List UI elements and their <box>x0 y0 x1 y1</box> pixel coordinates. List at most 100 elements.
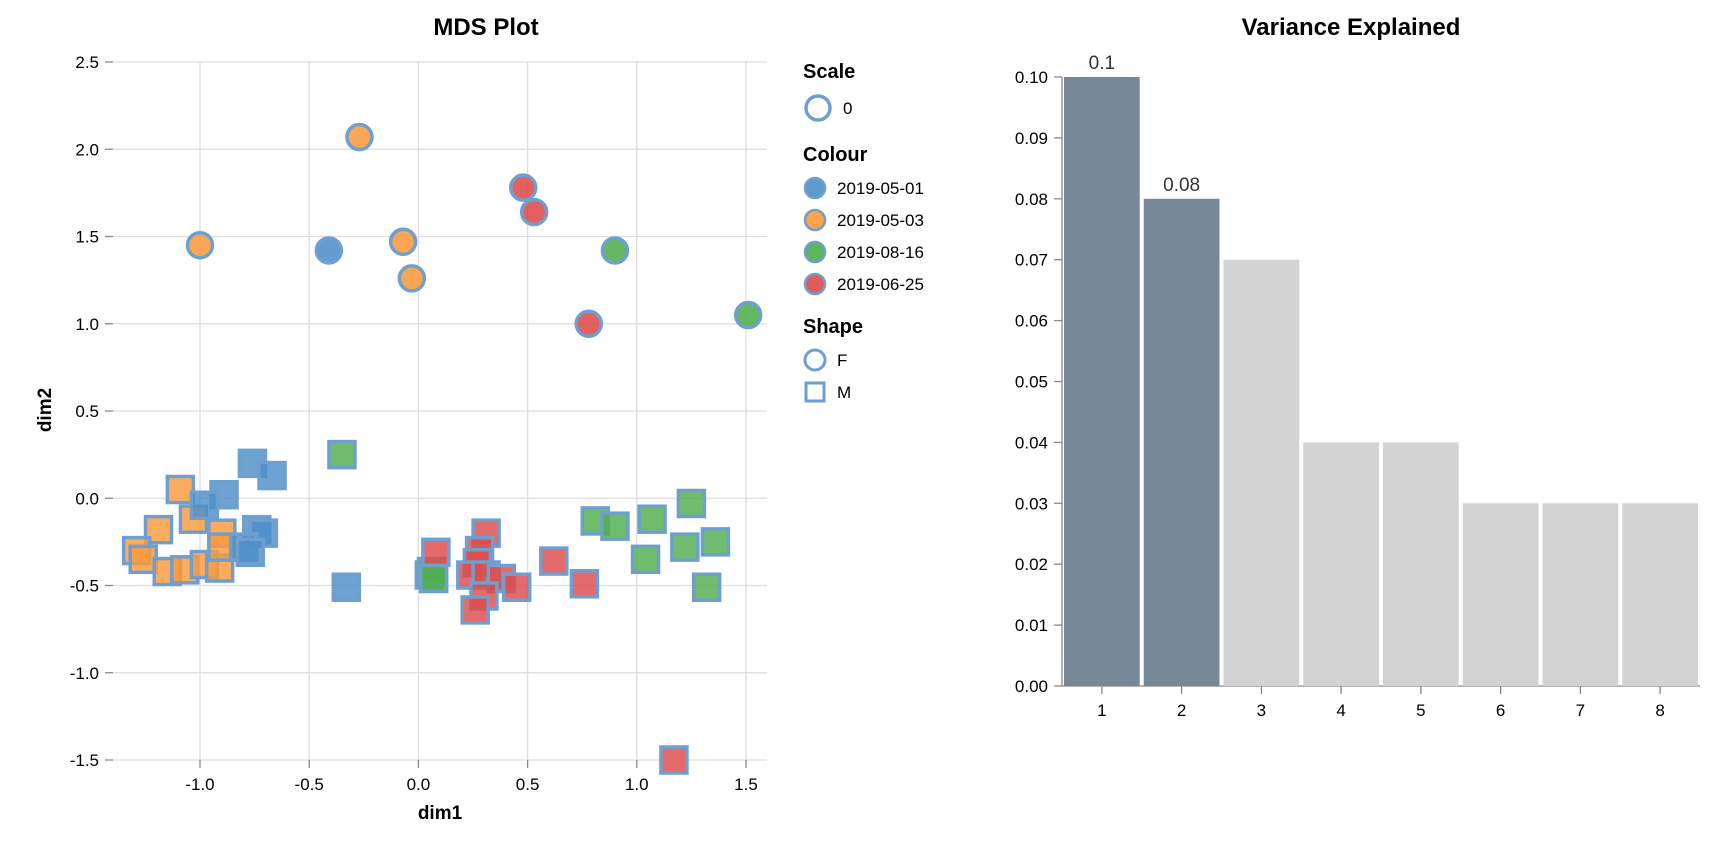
mds-y-tick-label: 0.0 <box>75 489 99 508</box>
mds-point-circle <box>574 309 604 338</box>
mds-point-circle <box>397 264 427 293</box>
mds-point-square <box>189 490 220 520</box>
variance-bar <box>1303 442 1379 686</box>
mds-point-square <box>460 595 490 625</box>
legend-colour-swatch <box>803 240 827 264</box>
mds-plot-title: MDS Plot <box>433 14 538 41</box>
mds-point-square <box>630 544 661 575</box>
variance-chart-title: Variance Explained <box>1242 14 1461 41</box>
mds-point-circle <box>600 236 630 265</box>
legend-colour-swatch <box>803 208 827 232</box>
variance-y-tick-label: 0.04 <box>1015 433 1048 452</box>
legend-colour-items: 2019-05-01 2019-05-03 2019-08-16 2019-06-25 <box>803 176 924 296</box>
variance-y-tick-label: 0.07 <box>1015 251 1048 270</box>
mds-x-tick-label: -1.0 <box>185 775 214 794</box>
variance-y-tick-label: 0.00 <box>1015 677 1048 696</box>
mds-point-square <box>600 511 630 541</box>
mds-x-tick-label: -0.5 <box>295 775 324 794</box>
legend-colour-label: 2019-06-25 <box>837 275 924 294</box>
mds-point-circle <box>508 173 538 202</box>
variance-x-tick-label: 4 <box>1336 701 1345 720</box>
mds-point-square <box>700 527 731 557</box>
mds-point-square <box>501 572 532 602</box>
mds-point-square <box>421 537 451 568</box>
legend-colour-label: 2019-05-03 <box>837 211 924 230</box>
mds-plot: MDS Plot -1.0 -0.5 0.0 0.5 1.0 1.5 2.5 2.0 1.5 1.… <box>35 14 767 824</box>
mds-point-circle <box>345 122 374 152</box>
legend-shape-circle-icon <box>803 348 827 372</box>
mds-x-tick-label: 0.5 <box>516 775 540 794</box>
variance-chart: Variance Explained 0.000.010.020.030.040… <box>1015 14 1700 720</box>
variance-bar-data-label: 0.1 <box>1089 53 1115 74</box>
legend-scale-title: Scale <box>803 61 855 83</box>
legend-colour-label: 2019-08-16 <box>837 243 924 262</box>
variance-x-tick-label: 5 <box>1416 701 1425 720</box>
mds-point-square <box>235 537 265 568</box>
mds-y-tick-label: -1.0 <box>70 664 99 683</box>
mds-point-square <box>659 745 689 775</box>
legend-scale-items: 0 <box>804 94 852 122</box>
variance-x-tick-label: 1 <box>1097 701 1106 720</box>
mds-y-tick-label: 2.0 <box>75 140 99 159</box>
legend-shape-label: M <box>837 383 851 402</box>
mds-y-tick-label: 0.5 <box>75 402 99 421</box>
legend-colour-swatch <box>803 176 827 200</box>
legend-colour-label: 2019-05-01 <box>837 179 924 198</box>
variance-bar <box>1462 503 1539 686</box>
variance-axes: 0.00 0.01 0.02 0.03 0.04 0.05 0.06 0.07 0.08 0.09… <box>1015 68 1700 720</box>
mds-gridlines <box>113 61 767 761</box>
mds-points <box>121 122 763 775</box>
mds-y-tick-label: 1.5 <box>75 228 99 247</box>
variance-x-tick-label: 7 <box>1576 701 1585 720</box>
variance-bar <box>1542 503 1619 686</box>
mds-point-circle <box>733 300 763 330</box>
mds-y-tick-label: 2.5 <box>75 53 99 72</box>
legend-shape-label: F <box>837 351 847 370</box>
legend-scale-label: 0 <box>843 99 852 118</box>
mds-point-square <box>539 546 569 576</box>
mds-point-square <box>691 572 722 602</box>
mds-point-square <box>327 439 357 470</box>
variance-bar <box>1383 442 1459 686</box>
mds-point-square <box>418 563 449 594</box>
legend-shape-title: Shape <box>803 316 863 338</box>
mds-y-axis-title: dim2 <box>35 388 56 432</box>
mds-x-tick-label: 1.0 <box>625 775 649 794</box>
variance-bars: 0.1 0.08 <box>1064 53 1698 687</box>
variance-bar <box>1223 259 1300 686</box>
legend-colour-title: Colour <box>803 144 868 166</box>
mds-point-square <box>637 504 667 534</box>
legend-colour-swatch <box>803 272 827 296</box>
legend-shape-items: FM <box>803 348 851 403</box>
variance-bar <box>1143 198 1220 687</box>
mds-legend: Scale 0 Colour 2019-05-012019-05-032019-… <box>803 61 924 403</box>
variance-y-tick-label: 0.03 <box>1015 494 1048 513</box>
variance-x-tick-label: 6 <box>1496 701 1505 720</box>
mds-point-square <box>569 569 600 599</box>
mds-point-square <box>676 488 707 519</box>
mds-y-tick-label: -1.5 <box>70 751 99 770</box>
variance-y-tick-label: 0.02 <box>1015 555 1048 574</box>
mds-point-square <box>670 532 700 562</box>
mds-point-circle <box>314 236 344 265</box>
legend-scale-symbol <box>804 94 832 122</box>
variance-y-tick-label: 0.01 <box>1015 616 1048 635</box>
variance-y-tick-label: 0.08 <box>1015 190 1048 209</box>
mds-point-square <box>331 572 362 602</box>
variance-y-tick-label: 0.05 <box>1015 373 1048 392</box>
mds-point-square <box>257 460 287 491</box>
variance-bar <box>1622 503 1698 686</box>
mds-point-circle <box>388 227 418 256</box>
variance-x-tick-label: 2 <box>1177 701 1186 720</box>
variance-bar <box>1064 77 1140 686</box>
variance-y-tick-label: 0.09 <box>1015 129 1048 148</box>
mds-point-square <box>128 544 158 575</box>
legend-shape-square-icon <box>804 381 826 403</box>
variance-x-tick-label: 3 <box>1257 701 1266 720</box>
mds-point-circle <box>519 197 549 227</box>
variance-y-tick-label: 0.06 <box>1015 312 1048 331</box>
variance-y-tick-label: 0.10 <box>1015 68 1048 87</box>
mds-x-axis-title: dim1 <box>418 803 463 824</box>
